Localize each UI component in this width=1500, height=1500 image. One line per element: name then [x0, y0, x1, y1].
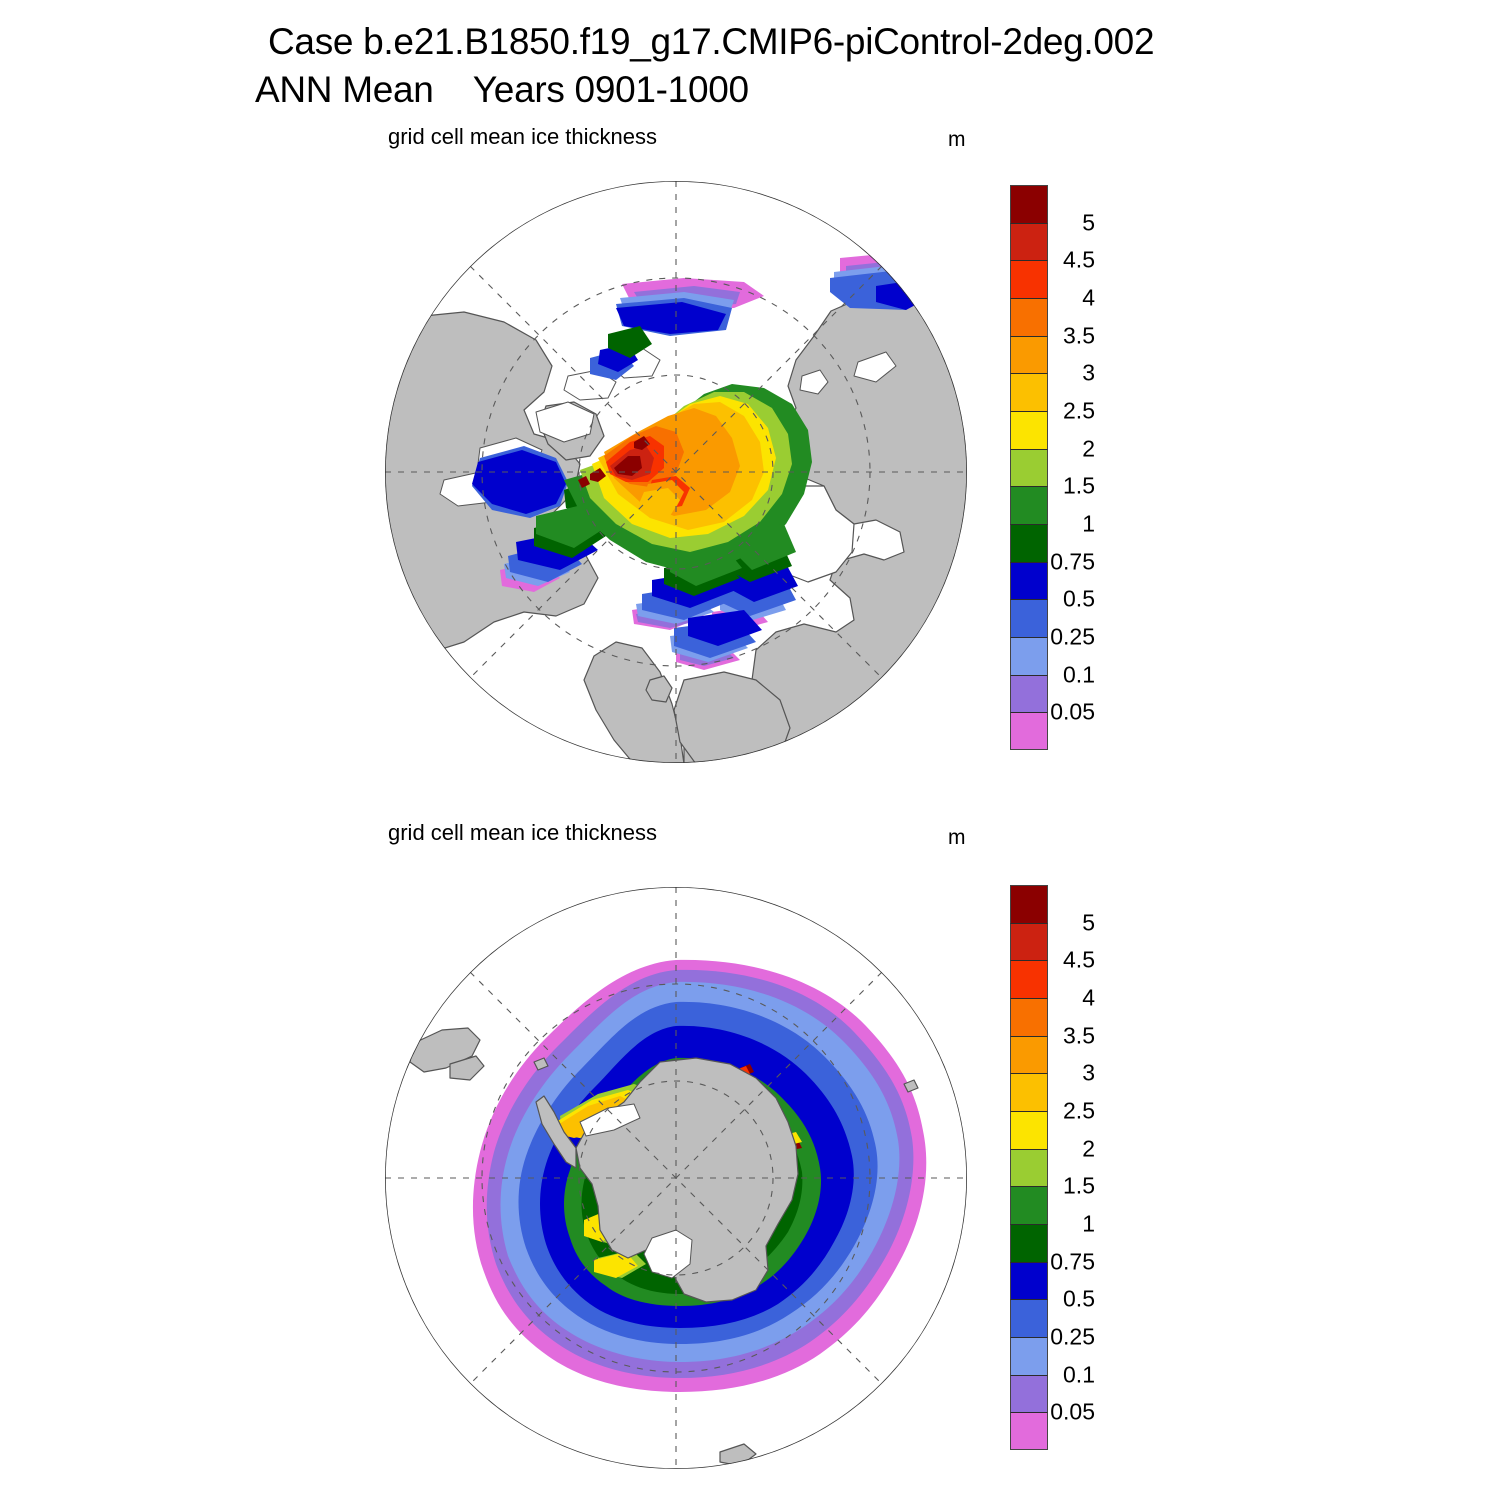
colorbar-band-2.5-3: [1010, 1073, 1048, 1111]
colorbar-band-3-3.5: [1010, 1035, 1048, 1074]
colorbar-band-<0.05: [1010, 1412, 1048, 1450]
colorbar-tick-4: 4: [1082, 984, 1095, 1011]
colorbar-tick-3: 3: [1082, 1059, 1095, 1086]
period-title: ANN Mean Years 0901-1000: [255, 69, 749, 110]
colorbar-tick-2.5: 2.5: [1063, 397, 1095, 424]
colorbar-band->5: [1010, 185, 1048, 223]
colorbar-band-2-2.5: [1010, 1110, 1048, 1149]
colorbar-band-1-1.5: [1010, 486, 1048, 524]
colorbar-band-0.5-0.75: [1010, 561, 1048, 600]
colorbar-band-4.5-5: [1010, 922, 1048, 961]
colorbar-band-<0.05: [1010, 712, 1048, 750]
colorbar-tick-0.1: 0.1: [1063, 1361, 1095, 1388]
colorbar-band-3.5-4: [1010, 297, 1048, 336]
case-title: Case b.e21.B1850.f19_g17.CMIP6-piControl…: [268, 21, 1155, 62]
colorbar-tick-0.75: 0.75: [1050, 1248, 1095, 1275]
colorbar-band-0.05-0.1: [1010, 1374, 1048, 1413]
colorbar-tick-1.5: 1.5: [1063, 1172, 1095, 1199]
colorbar-band-0.25-0.5: [1010, 599, 1048, 637]
colorbar-band-4-4.5: [1010, 260, 1048, 298]
colorbar-band-4.5-5: [1010, 222, 1048, 261]
colorbar-tick-2.5: 2.5: [1063, 1097, 1095, 1124]
colorbar-tick-4.5: 4.5: [1063, 946, 1095, 973]
colorbar-band-0.1-0.25: [1010, 636, 1048, 675]
colorbar-band-0.75-1: [1010, 1223, 1048, 1262]
colorbar-tick-0.05: 0.05: [1050, 1398, 1095, 1425]
colorbar-band-0.1-0.25: [1010, 1336, 1048, 1375]
antarctic-units-label: m: [948, 826, 966, 849]
colorbar-band->5: [1010, 885, 1048, 923]
colorbar-tick-0.5: 0.5: [1063, 1285, 1095, 1312]
colorbar-band-1-1.5: [1010, 1186, 1048, 1224]
colorbar-band-0.75-1: [1010, 523, 1048, 562]
colorbar-band-0.5-0.75: [1010, 1261, 1048, 1300]
colorbar-band-2-2.5: [1010, 410, 1048, 449]
colorbar-tick-5: 5: [1082, 909, 1095, 936]
colorbar-band-4-4.5: [1010, 960, 1048, 998]
colorbar-band-1.5-2: [1010, 448, 1048, 487]
colorbar-tick-0.05: 0.05: [1050, 698, 1095, 725]
colorbar-tick-4: 4: [1082, 284, 1095, 311]
colorbar-tick-3.5: 3.5: [1063, 1022, 1095, 1049]
arctic-map-svg: [385, 181, 967, 763]
arctic-colorbar: [1010, 185, 1048, 750]
colorbar-tick-1.5: 1.5: [1063, 472, 1095, 499]
colorbar-band-0.25-0.5: [1010, 1299, 1048, 1337]
colorbar-tick-5: 5: [1082, 209, 1095, 236]
colorbar-band-3.5-4: [1010, 997, 1048, 1036]
colorbar-tick-3.5: 3.5: [1063, 322, 1095, 349]
colorbar-tick-0.75: 0.75: [1050, 548, 1095, 575]
colorbar-band-1.5-2: [1010, 1148, 1048, 1187]
colorbar-tick-1: 1: [1082, 1210, 1095, 1237]
colorbar-tick-0.1: 0.1: [1063, 661, 1095, 688]
colorbar-tick-3: 3: [1082, 359, 1095, 386]
antarctic-variable-label: grid cell mean ice thickness: [388, 820, 658, 845]
antarctic-graticule: [385, 887, 967, 1469]
colorbar-band-3-3.5: [1010, 335, 1048, 374]
colorbar-tick-0.5: 0.5: [1063, 585, 1095, 612]
colorbar-band-2.5-3: [1010, 373, 1048, 411]
arctic-graticule: [385, 181, 967, 763]
antarctic-landmasses: [409, 1027, 919, 1467]
arctic-units-label: m: [948, 128, 966, 151]
colorbar-tick-1: 1: [1082, 510, 1095, 537]
colorbar-band-0.05-0.1: [1010, 674, 1048, 713]
colorbar-tick-0.25: 0.25: [1050, 623, 1095, 650]
antarctic-map-svg: [385, 887, 967, 1469]
colorbar-tick-4.5: 4.5: [1063, 246, 1095, 273]
arctic-polar-map: [384, 180, 968, 764]
antarctic-colorbar: [1010, 885, 1048, 1450]
colorbar-tick-2: 2: [1082, 435, 1095, 462]
colorbar-tick-0.25: 0.25: [1050, 1323, 1095, 1350]
colorbar-tick-2: 2: [1082, 1135, 1095, 1162]
antarctic-polar-map: [384, 886, 968, 1470]
arctic-variable-label: grid cell mean ice thickness: [388, 124, 658, 149]
